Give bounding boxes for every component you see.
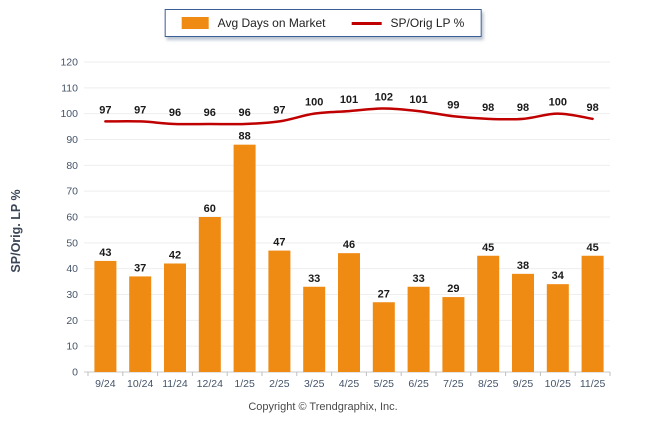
x-tick-label: 3/25 bbox=[304, 378, 325, 390]
line-value-label: 101 bbox=[340, 94, 358, 106]
x-tick-label: 6/25 bbox=[408, 378, 429, 390]
y-tick-label: 40 bbox=[66, 263, 78, 275]
legend-item-bar-series: Avg Days on Market bbox=[181, 16, 326, 30]
x-tick-label: 10/25 bbox=[545, 378, 571, 390]
y-tick-label: 0 bbox=[72, 367, 78, 379]
bar-value-label: 33 bbox=[308, 273, 320, 285]
legend-item-line-series: SP/Orig LP % bbox=[351, 16, 465, 30]
bar-12/24 bbox=[198, 217, 221, 372]
line-value-label: 96 bbox=[238, 107, 250, 119]
bar-value-label: 88 bbox=[238, 131, 250, 143]
bar-value-label: 43 bbox=[99, 247, 111, 259]
line-value-label: 102 bbox=[375, 92, 393, 104]
y-axis-title: SP/Orig. LP % bbox=[9, 189, 23, 272]
x-tick-label: 4/25 bbox=[339, 378, 360, 390]
bar-value-label: 34 bbox=[552, 270, 565, 282]
x-tick-label: 11/24 bbox=[162, 378, 188, 390]
x-tick-label: 9/24 bbox=[95, 378, 116, 390]
line-value-label: 99 bbox=[447, 99, 459, 111]
x-tick-label: 10/24 bbox=[127, 378, 153, 390]
x-tick-label: 11/25 bbox=[580, 378, 606, 390]
bar-8/25 bbox=[477, 255, 500, 372]
bar-6/25 bbox=[407, 286, 430, 372]
bar-7/25 bbox=[442, 297, 465, 372]
y-tick-label: 20 bbox=[66, 315, 78, 327]
y-tick-label: 100 bbox=[60, 108, 78, 120]
bar-series-swatch bbox=[181, 17, 209, 29]
x-tick-label: 7/25 bbox=[443, 378, 464, 390]
line-value-label: 96 bbox=[169, 107, 181, 119]
bar-value-label: 60 bbox=[204, 203, 216, 215]
y-tick-label: 120 bbox=[60, 57, 78, 69]
y-tick-label: 10 bbox=[66, 341, 78, 353]
bar-value-label: 42 bbox=[169, 250, 181, 262]
line-value-label: 100 bbox=[549, 97, 567, 109]
line-value-label: 97 bbox=[99, 104, 111, 116]
y-tick-label: 50 bbox=[66, 237, 78, 249]
bar-value-label: 33 bbox=[412, 273, 424, 285]
copyright-text: Copyright © Trendgraphix, Inc. bbox=[248, 401, 398, 413]
bar-value-label: 38 bbox=[517, 260, 529, 272]
x-tick-label: 12/24 bbox=[197, 378, 223, 390]
bar-4/25 bbox=[338, 253, 360, 372]
line-value-label: 101 bbox=[409, 94, 427, 106]
chart-canvas: 0 10 20 30 40 50 60 70 80 90 100 110 120 9/24 10/24 11/… bbox=[9, 57, 611, 390]
bar-11/24 bbox=[164, 263, 186, 372]
bar-series-label: Avg Days on Market bbox=[217, 16, 326, 30]
line-value-label: 98 bbox=[586, 102, 598, 114]
sp-orig-lp-line bbox=[104, 107, 594, 126]
line-value-label: 97 bbox=[273, 104, 285, 116]
bar-value-label: 45 bbox=[482, 242, 494, 254]
bar-value-label: 37 bbox=[134, 262, 146, 274]
y-tick-label: 90 bbox=[66, 134, 78, 146]
line-value-label: 100 bbox=[305, 97, 323, 109]
line-value-label: 96 bbox=[204, 107, 216, 119]
line-value-label: 98 bbox=[517, 102, 529, 114]
y-tick-label: 60 bbox=[66, 212, 78, 224]
x-tick-label: 1/25 bbox=[234, 378, 255, 390]
y-tick-label: 110 bbox=[61, 82, 78, 94]
bar-3/25 bbox=[303, 286, 326, 372]
x-tick-label: 5/25 bbox=[374, 378, 395, 390]
bar-11/25 bbox=[581, 255, 604, 372]
y-tick-label: 30 bbox=[66, 289, 78, 301]
x-tick-label: 9/25 bbox=[513, 378, 534, 390]
bar-9/24 bbox=[94, 260, 117, 372]
line-series-label: SP/Orig LP % bbox=[390, 16, 465, 30]
chart-legend: Avg Days on Market SP/Orig LP % bbox=[164, 9, 482, 37]
bar-value-label: 45 bbox=[586, 242, 598, 254]
y-tick-label: 80 bbox=[66, 160, 78, 172]
bar-value-label: 27 bbox=[378, 288, 390, 300]
bar-10/24 bbox=[129, 276, 152, 372]
line-value-label: 97 bbox=[134, 104, 146, 116]
bar-2/25 bbox=[268, 250, 291, 372]
y-tick-label: 70 bbox=[66, 186, 78, 198]
bar-9/25 bbox=[512, 273, 534, 372]
bar-5/25 bbox=[372, 302, 395, 372]
bar-value-label: 46 bbox=[343, 239, 355, 251]
x-tick-label: 2/25 bbox=[269, 378, 290, 390]
bar-value-label: 47 bbox=[273, 237, 285, 249]
bar-value-label: 29 bbox=[447, 283, 459, 295]
bar-10/25 bbox=[546, 284, 569, 372]
line-series-swatch bbox=[351, 21, 382, 25]
bar-1/25 bbox=[233, 144, 256, 372]
line-value-label: 98 bbox=[482, 102, 494, 114]
x-tick-label: 8/25 bbox=[478, 378, 499, 390]
